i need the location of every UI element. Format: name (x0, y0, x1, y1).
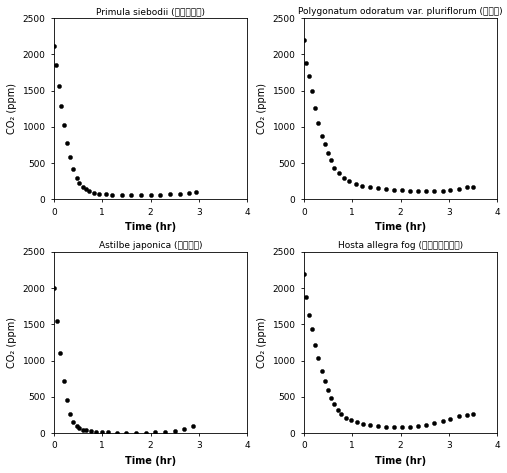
Y-axis label: CO₂ (ppm): CO₂ (ppm) (7, 317, 17, 368)
X-axis label: Time (hr): Time (hr) (125, 222, 176, 232)
X-axis label: Time (hr): Time (hr) (375, 222, 426, 232)
X-axis label: Time (hr): Time (hr) (125, 456, 176, 466)
Title: Primula siebodii (부주교잇이): Primula siebodii (부주교잇이) (96, 7, 205, 16)
Y-axis label: CO₂ (ppm): CO₂ (ppm) (257, 317, 267, 368)
Y-axis label: CO₂ (ppm): CO₂ (ppm) (7, 83, 17, 134)
Title: Hosta allegra fog (노랑모닙비비추): Hosta allegra fog (노랑모닙비비추) (338, 241, 463, 250)
Title: Polygonatum odoratum var. pluriflorum (둥굴레): Polygonatum odoratum var. pluriflorum (둥… (298, 7, 503, 16)
X-axis label: Time (hr): Time (hr) (375, 456, 426, 466)
Title: Astilbe japonica (아스틸베): Astilbe japonica (아스틸베) (99, 241, 202, 250)
Y-axis label: CO₂ (ppm): CO₂ (ppm) (257, 83, 267, 134)
